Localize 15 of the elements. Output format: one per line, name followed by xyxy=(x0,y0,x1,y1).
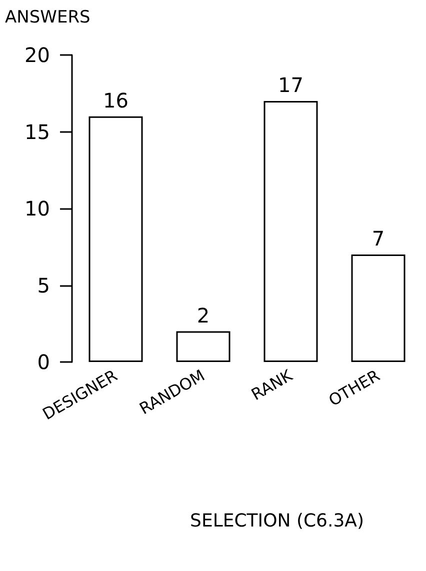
y-axis-title: ANSWERS xyxy=(5,8,90,28)
y-tick-label: 5 xyxy=(37,273,50,298)
bar xyxy=(351,254,406,362)
y-tick-label: 10 xyxy=(24,196,50,220)
bar xyxy=(264,101,318,362)
data-label: 17 xyxy=(278,73,304,98)
y-tick-label: 0 xyxy=(37,350,50,374)
y-tick-label: 15 xyxy=(24,120,50,144)
bar xyxy=(176,331,230,362)
bar xyxy=(88,116,143,362)
data-label: 16 xyxy=(103,88,128,112)
y-tick-label: 20 xyxy=(24,43,50,67)
x-axis-title: SELECTION (C6.3A) xyxy=(190,510,364,532)
data-label: 2 xyxy=(196,303,210,328)
data-label: 7 xyxy=(372,226,385,251)
